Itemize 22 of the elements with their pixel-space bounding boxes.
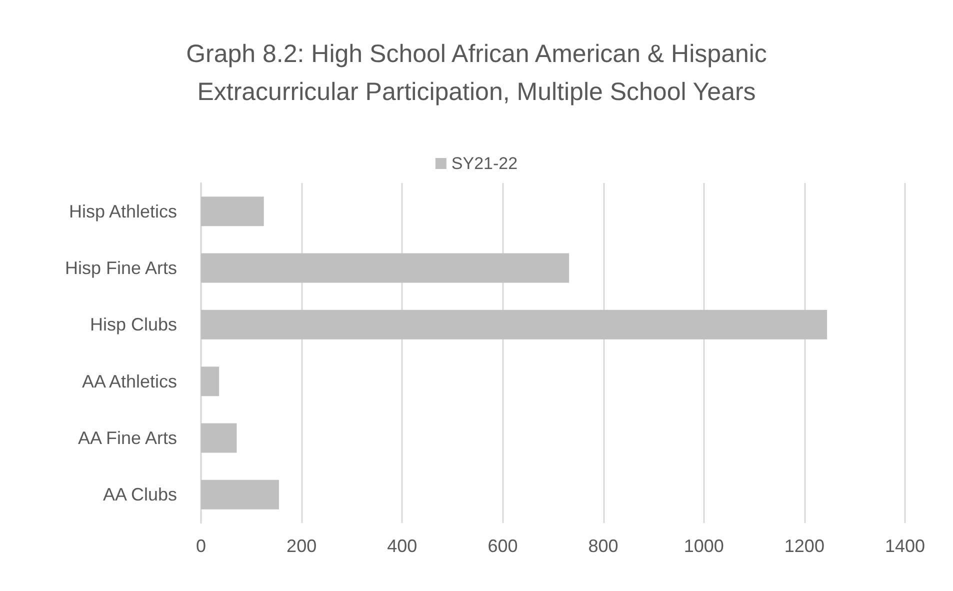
- y-tick-label: Hisp Athletics: [68, 201, 177, 222]
- x-tick-label: 0: [196, 536, 206, 556]
- x-tick-label: 800: [588, 536, 618, 556]
- y-tick-label: AA Fine Arts: [78, 428, 177, 448]
- bar: [201, 480, 279, 510]
- y-tick-label: AA Clubs: [102, 484, 177, 505]
- y-tick-label: Hisp Clubs: [90, 314, 177, 335]
- y-tick-label: Hisp Fine Arts: [64, 258, 177, 278]
- legend-label: SY21-22: [451, 154, 518, 173]
- x-tick-label: 200: [286, 536, 317, 556]
- bar: [201, 310, 828, 340]
- bar: [201, 196, 264, 226]
- bar: [201, 253, 570, 283]
- x-tick-label: 1000: [684, 536, 724, 556]
- bar: [201, 366, 220, 396]
- x-tick-label: 1400: [884, 536, 926, 556]
- x-tick-label: 1200: [784, 536, 824, 556]
- x-tick-label: 400: [387, 536, 418, 556]
- bar: [201, 423, 237, 453]
- y-tick-label: AA Athletics: [82, 371, 177, 392]
- chart-title: Graph 8.2: High School African American & Hispanic Extracurricular Participation, Multiple School Years: [186, 40, 767, 106]
- x-tick-label: 600: [488, 536, 518, 556]
